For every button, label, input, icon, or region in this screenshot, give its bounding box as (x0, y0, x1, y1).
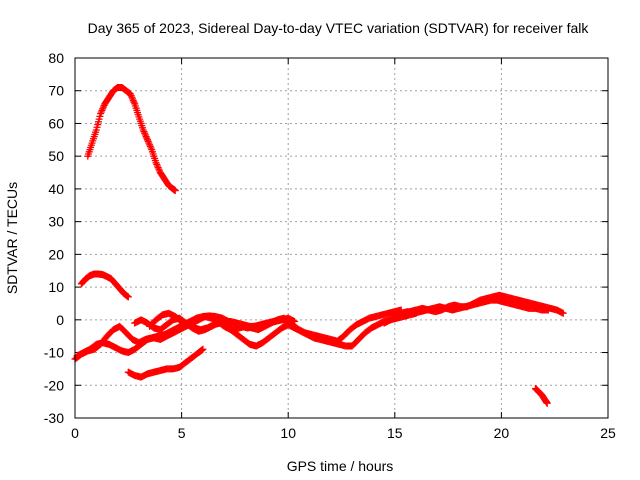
x-axis-label: GPS time / hours (287, 458, 394, 474)
data-point (154, 164, 162, 172)
y-tick-label: -30 (44, 410, 64, 426)
data-point (142, 133, 150, 141)
data-point (280, 314, 288, 322)
x-tick-label: 20 (494, 425, 510, 441)
y-tick-label: 80 (48, 50, 64, 66)
x-tick-label: 0 (71, 425, 79, 441)
data-point (126, 90, 134, 98)
x-tick-label: 10 (280, 425, 296, 441)
series-arc-d (146, 309, 288, 334)
data-point (97, 110, 105, 118)
y-tick-label: 0 (56, 312, 64, 328)
series-arc-low (124, 345, 207, 381)
y-tick-label: 70 (48, 83, 64, 99)
series-arc-13 (77, 270, 132, 301)
data-point (143, 136, 151, 144)
y-tick-label: -20 (44, 377, 64, 393)
axis-ticks: 0 5 10 15 20 25 -30 -20 -10 0 10 20 30 40 50 60 70 80 (44, 50, 616, 441)
data-point (147, 144, 155, 152)
series-arc-f (391, 296, 552, 321)
data-point (99, 105, 107, 113)
chart-title: Day 365 of 2023, Sidereal Day-to-day VTE… (88, 20, 590, 36)
data-point (124, 293, 132, 301)
data-point (199, 345, 207, 353)
data-point (144, 137, 152, 145)
data-point (129, 95, 137, 103)
data-point (141, 131, 149, 139)
data-point (559, 309, 567, 317)
data-point (153, 162, 161, 170)
y-axis-label: SDTVAR / TECUs (4, 182, 20, 294)
data-point (544, 306, 552, 314)
y-tick-label: 50 (48, 148, 64, 164)
data-points (71, 83, 567, 407)
series-arc-high (84, 83, 179, 195)
data-point (140, 128, 148, 136)
data-point (171, 187, 179, 195)
data-point (155, 165, 163, 173)
y-tick-label: 10 (48, 279, 64, 295)
data-point (141, 129, 149, 137)
x-tick-label: 15 (387, 425, 403, 441)
x-tick-label: 25 (600, 425, 616, 441)
data-point (143, 134, 151, 142)
data-point (130, 98, 138, 106)
data-point (98, 106, 106, 114)
y-tick-label: 20 (48, 246, 64, 262)
data-point (146, 142, 154, 150)
data-point (291, 317, 299, 325)
data-point (129, 97, 137, 105)
y-tick-label: 40 (48, 181, 64, 197)
data-point (146, 141, 154, 149)
y-tick-label: -10 (44, 345, 64, 361)
plot-frame (74, 57, 609, 419)
data-point (153, 160, 161, 168)
series-arc-tail (532, 385, 551, 407)
data-point (543, 399, 551, 407)
data-point (127, 92, 135, 100)
y-tick-label: 30 (48, 214, 64, 230)
gridlines (75, 58, 608, 418)
data-point (97, 108, 105, 116)
data-point (139, 126, 147, 134)
data-point (145, 139, 153, 147)
y-tick-label: 60 (48, 115, 64, 131)
data-point (152, 159, 160, 167)
x-tick-label: 5 (178, 425, 186, 441)
data-point (128, 93, 136, 101)
data-point (99, 103, 107, 111)
